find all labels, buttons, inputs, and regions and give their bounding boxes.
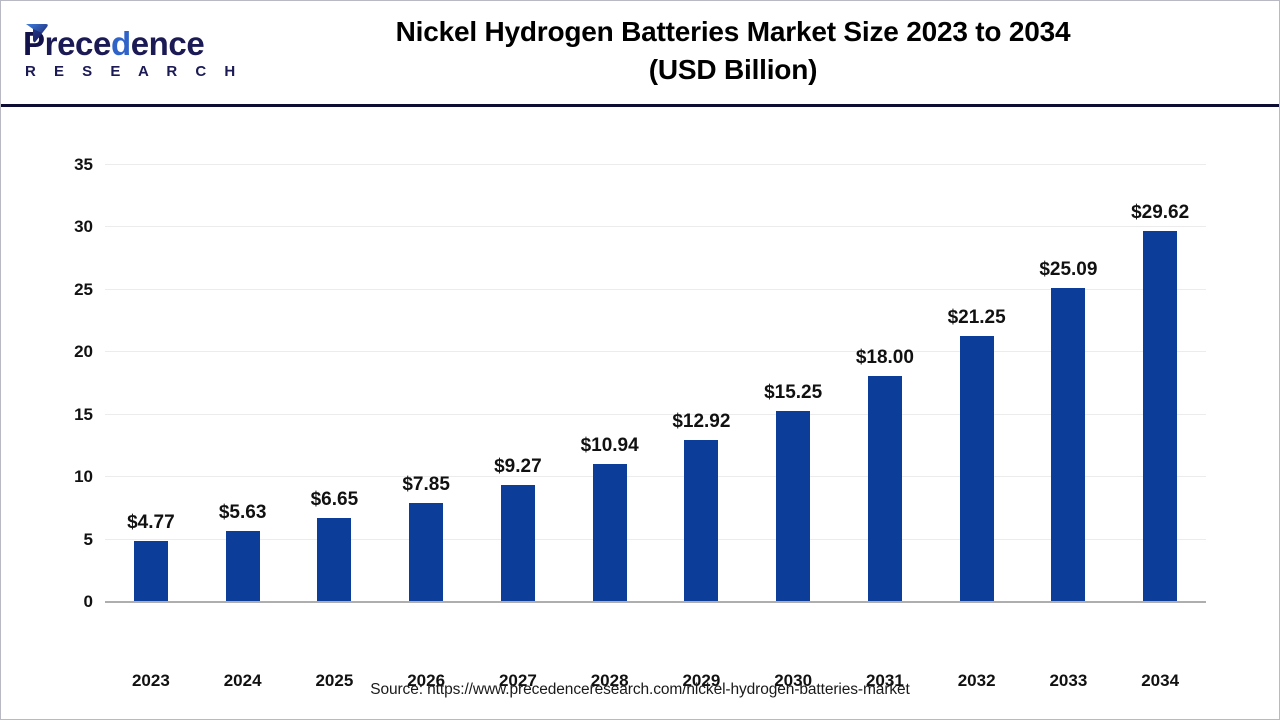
y-axis-tick-label: 25	[74, 279, 93, 299]
y-axis-tick-label: 5	[83, 529, 93, 549]
bar[interactable]	[867, 376, 902, 601]
bar[interactable]	[1143, 231, 1178, 601]
page-header: Precedence R E S E A R C H Nickel Hydrog…	[1, 1, 1279, 107]
bar-value-label: $4.77	[127, 512, 175, 534]
logo-wordmark: Precedence	[15, 23, 225, 62]
x-axis-tick-label: 2029	[682, 671, 721, 690]
x-axis-tick-label: 2027	[498, 671, 537, 690]
x-axis-tick-label: 2032	[957, 671, 996, 690]
y-axis-tick-label: 30	[74, 217, 93, 237]
bar[interactable]	[592, 464, 627, 601]
logo-subtitle-research: R E S E A R C H	[25, 63, 243, 80]
page-title: Nickel Hydrogen Batteries Market Size 20…	[233, 13, 1233, 89]
bar[interactable]	[317, 517, 352, 601]
x-axis-tick-label: 2023	[131, 671, 170, 690]
bar[interactable]	[776, 410, 811, 601]
bar[interactable]	[409, 503, 444, 601]
x-axis-tick-label: 2025	[315, 671, 354, 690]
bar-value-label: $10.94	[580, 435, 639, 457]
y-axis-tick-label: 10	[74, 467, 93, 487]
gridline	[105, 538, 1206, 540]
axis-baseline	[105, 601, 1206, 603]
gridline	[105, 476, 1206, 478]
bar-chart-plot: 0 5 10 15 20 25 30 35 $4.77 2023 $5.63 2024 $6.65 202…	[74, 155, 1206, 690]
y-axis-tick-label: 15	[74, 404, 93, 424]
bar[interactable]	[500, 485, 535, 601]
x-axis-tick-label: 2028	[590, 671, 629, 690]
bar[interactable]	[959, 335, 994, 601]
logo-letters-ence: ence	[130, 25, 205, 62]
bar-value-label: $25.09	[1039, 258, 1098, 280]
bar-value-label: $29.62	[1131, 202, 1190, 224]
bar-value-label: $15.25	[764, 381, 823, 403]
gridline	[105, 288, 1206, 290]
x-axis-tick-label: 2033	[1049, 671, 1088, 690]
precedence-research-logo: Precedence R E S E A R C H	[15, 23, 243, 84]
chart-area: 0 5 10 15 20 25 30 35 $4.77 2023 $5.63 2024 $6.65 202…	[1, 107, 1279, 719]
source-caption: Source: https://www.precedenceresearch.c…	[370, 681, 910, 698]
x-axis-tick-label: 2024	[223, 671, 262, 690]
header-divider	[1, 104, 1279, 107]
bar[interactable]	[225, 530, 260, 601]
precedence-leaf-mark	[24, 23, 50, 53]
bar-value-label: $6.65	[310, 488, 359, 510]
page-title-line-1: Nickel Hydrogen Batteries Market Size 20…	[395, 16, 1071, 47]
y-axis-tick-label: 20	[74, 342, 93, 362]
bar-value-label: $21.25	[947, 306, 1006, 328]
x-axis-tick-label: 2034	[1141, 671, 1180, 690]
y-axis-tick-label: 35	[74, 155, 93, 174]
gridline	[105, 413, 1206, 415]
bar-value-label: $5.63	[218, 501, 267, 523]
bar-value-label: $7.85	[402, 473, 450, 495]
bar-value-label: $18.00	[855, 347, 914, 369]
x-axis-tick-label: 2026	[407, 671, 446, 690]
bar-value-label: $12.92	[672, 410, 731, 432]
gridline	[105, 226, 1206, 228]
gridline	[105, 351, 1206, 353]
x-axis-tick-label: 2030	[774, 671, 813, 690]
logo-letter-d: d	[110, 25, 131, 62]
bar-value-label: $9.27	[494, 456, 542, 478]
y-axis-tick-label: 0	[83, 592, 93, 611]
logo-letters-rece: rece	[44, 25, 112, 62]
page-title-line-2: (USD Billion)	[648, 54, 818, 85]
bar[interactable]	[684, 439, 719, 601]
bar[interactable]	[1051, 287, 1086, 601]
bar[interactable]	[133, 541, 168, 601]
gridline	[105, 164, 1206, 165]
x-axis-tick-label: 2031	[865, 671, 904, 690]
